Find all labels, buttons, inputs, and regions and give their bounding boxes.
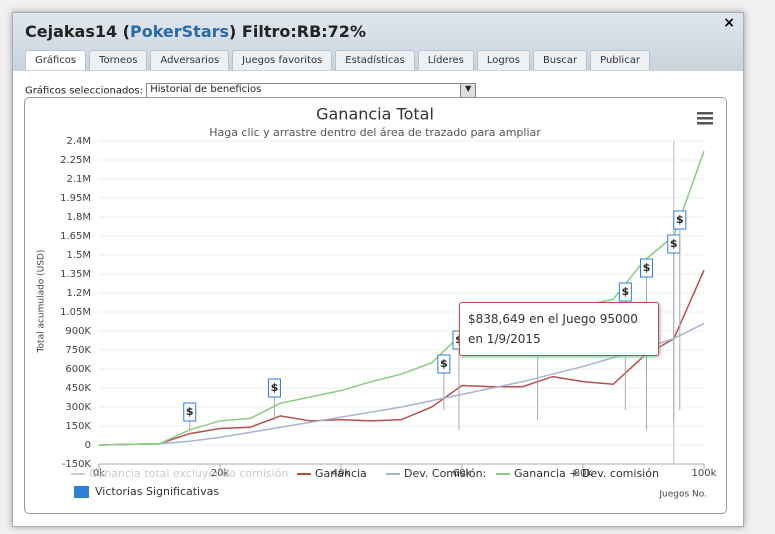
x-tick-label: 60k (453, 468, 472, 479)
y-tick-label: -150K (62, 459, 92, 470)
tab[interactable]: Líderes (417, 50, 474, 70)
chart-container: Ganancia Total Haga clic y arrastre dent… (24, 97, 727, 514)
flag-box (673, 210, 687, 230)
tab[interactable]: Gráficos (25, 50, 87, 70)
flag-label: $ (622, 285, 630, 298)
x-tick-label: 40k (332, 468, 351, 479)
flag-label: $ (440, 357, 448, 370)
x-tick-label: 100k (692, 468, 717, 479)
y-tick-label: 1.5M (66, 250, 91, 261)
y-tick-label: 1.95M (60, 193, 91, 204)
y-tick-label: 150K (65, 421, 91, 432)
tab[interactable]: Buscar (532, 50, 588, 70)
legend-label[interactable]: Dev. Comisión: (404, 467, 486, 480)
dropdown-arrow[interactable]: ▼ (460, 84, 476, 97)
y-tick-label: 0 (85, 440, 91, 451)
flag: $ (183, 402, 197, 430)
x-tick-label: 80k (574, 468, 593, 479)
flag-box (618, 282, 632, 302)
tab[interactable]: Torneos (89, 50, 148, 70)
flag-label: $ (271, 381, 279, 394)
legend-label[interactable]: Ganancia (315, 467, 367, 480)
series-line (98, 322, 705, 446)
flag-label: $ (643, 261, 651, 274)
legend-label[interactable]: Ganancia + Dev. comisión (514, 467, 659, 480)
flag: $ (667, 234, 681, 420)
x-tick-label: 0k (93, 468, 105, 479)
flag-box (183, 402, 197, 422)
tab[interactable]: Adversarios (150, 50, 230, 70)
selector-value: Historial de beneficios (150, 84, 262, 95)
flag-label: $ (670, 237, 678, 250)
y-tick-label: 1.2M (66, 288, 91, 299)
selector-dropdown[interactable]: Historial de beneficios ▼ (146, 83, 477, 98)
chart-subtitle: Haga clic y arrastre dentro del área de … (209, 126, 541, 139)
legend-swatch (74, 486, 89, 498)
flag-box (267, 378, 281, 398)
series-line (98, 269, 705, 446)
title-text: ) Filtro:RB:72% (229, 22, 366, 41)
y-tick-label: 450K (65, 383, 91, 394)
y-tick-label: 300K (65, 402, 91, 413)
tab[interactable]: Estadísticas (335, 50, 415, 70)
y-tick-label: 750K (65, 345, 91, 356)
y-tick-label: 900K (65, 326, 91, 337)
window-title: Cejakas14 (PokerStars) Filtro:RB:72% (25, 22, 366, 41)
y-tick-label: 2.1M (66, 174, 91, 185)
legend-label[interactable]: Victorias Significativas (95, 485, 219, 498)
y-tick-label: 1.65M (60, 231, 91, 242)
tabs: Gráficos Torneos Adversarios Juegos favorit… (25, 50, 650, 70)
flag-box (640, 258, 654, 278)
flag: $ (437, 354, 451, 410)
flag: $ (267, 378, 281, 420)
y-tick-label: 1.8M (66, 212, 91, 223)
y-axis-label: Total acumulado (USD) (37, 250, 47, 354)
header: Cejakas14 (PokerStars) Filtro:RB:72% × G… (13, 13, 743, 71)
selector-label: Gráficos seleccionados: (25, 85, 143, 97)
y-tick-label: 1.35M (60, 269, 91, 280)
tab[interactable]: Publicar (590, 50, 650, 70)
flag-label: $ (186, 405, 194, 418)
x-tick-label: 20k (211, 468, 230, 479)
menu-button[interactable] (697, 112, 713, 125)
tooltip: $838,649 en el Juego 95000 en 1/9/2015 (459, 302, 659, 356)
title-text: Cejakas14 ( (25, 22, 130, 41)
x-axis-label: Juegos No. (658, 490, 707, 500)
close-button[interactable]: × (723, 15, 735, 31)
legend-label[interactable]: Ganancia total excluyendo comisión (89, 467, 288, 480)
window: Cejakas14 (PokerStars) Filtro:RB:72% × G… (12, 12, 744, 527)
y-tick-label: 2.25M (60, 155, 91, 166)
flag: $ (673, 210, 687, 410)
flag-box (437, 354, 451, 374)
y-tick-label: 600K (65, 364, 91, 375)
flag-label: $ (455, 333, 463, 346)
series-line (98, 150, 705, 446)
title-site[interactable]: PokerStars (129, 22, 230, 41)
flag-label: $ (676, 213, 684, 226)
tab[interactable]: Juegos favoritos (232, 50, 333, 70)
chart-selector: Gráficos seleccionados: Historial de ben… (25, 83, 477, 98)
tab[interactable]: Logros (476, 50, 530, 70)
y-tick-label: 2.4M (66, 136, 91, 147)
chart-title: Ganancia Total (316, 105, 434, 124)
y-tick-label: 1.05M (60, 307, 91, 318)
